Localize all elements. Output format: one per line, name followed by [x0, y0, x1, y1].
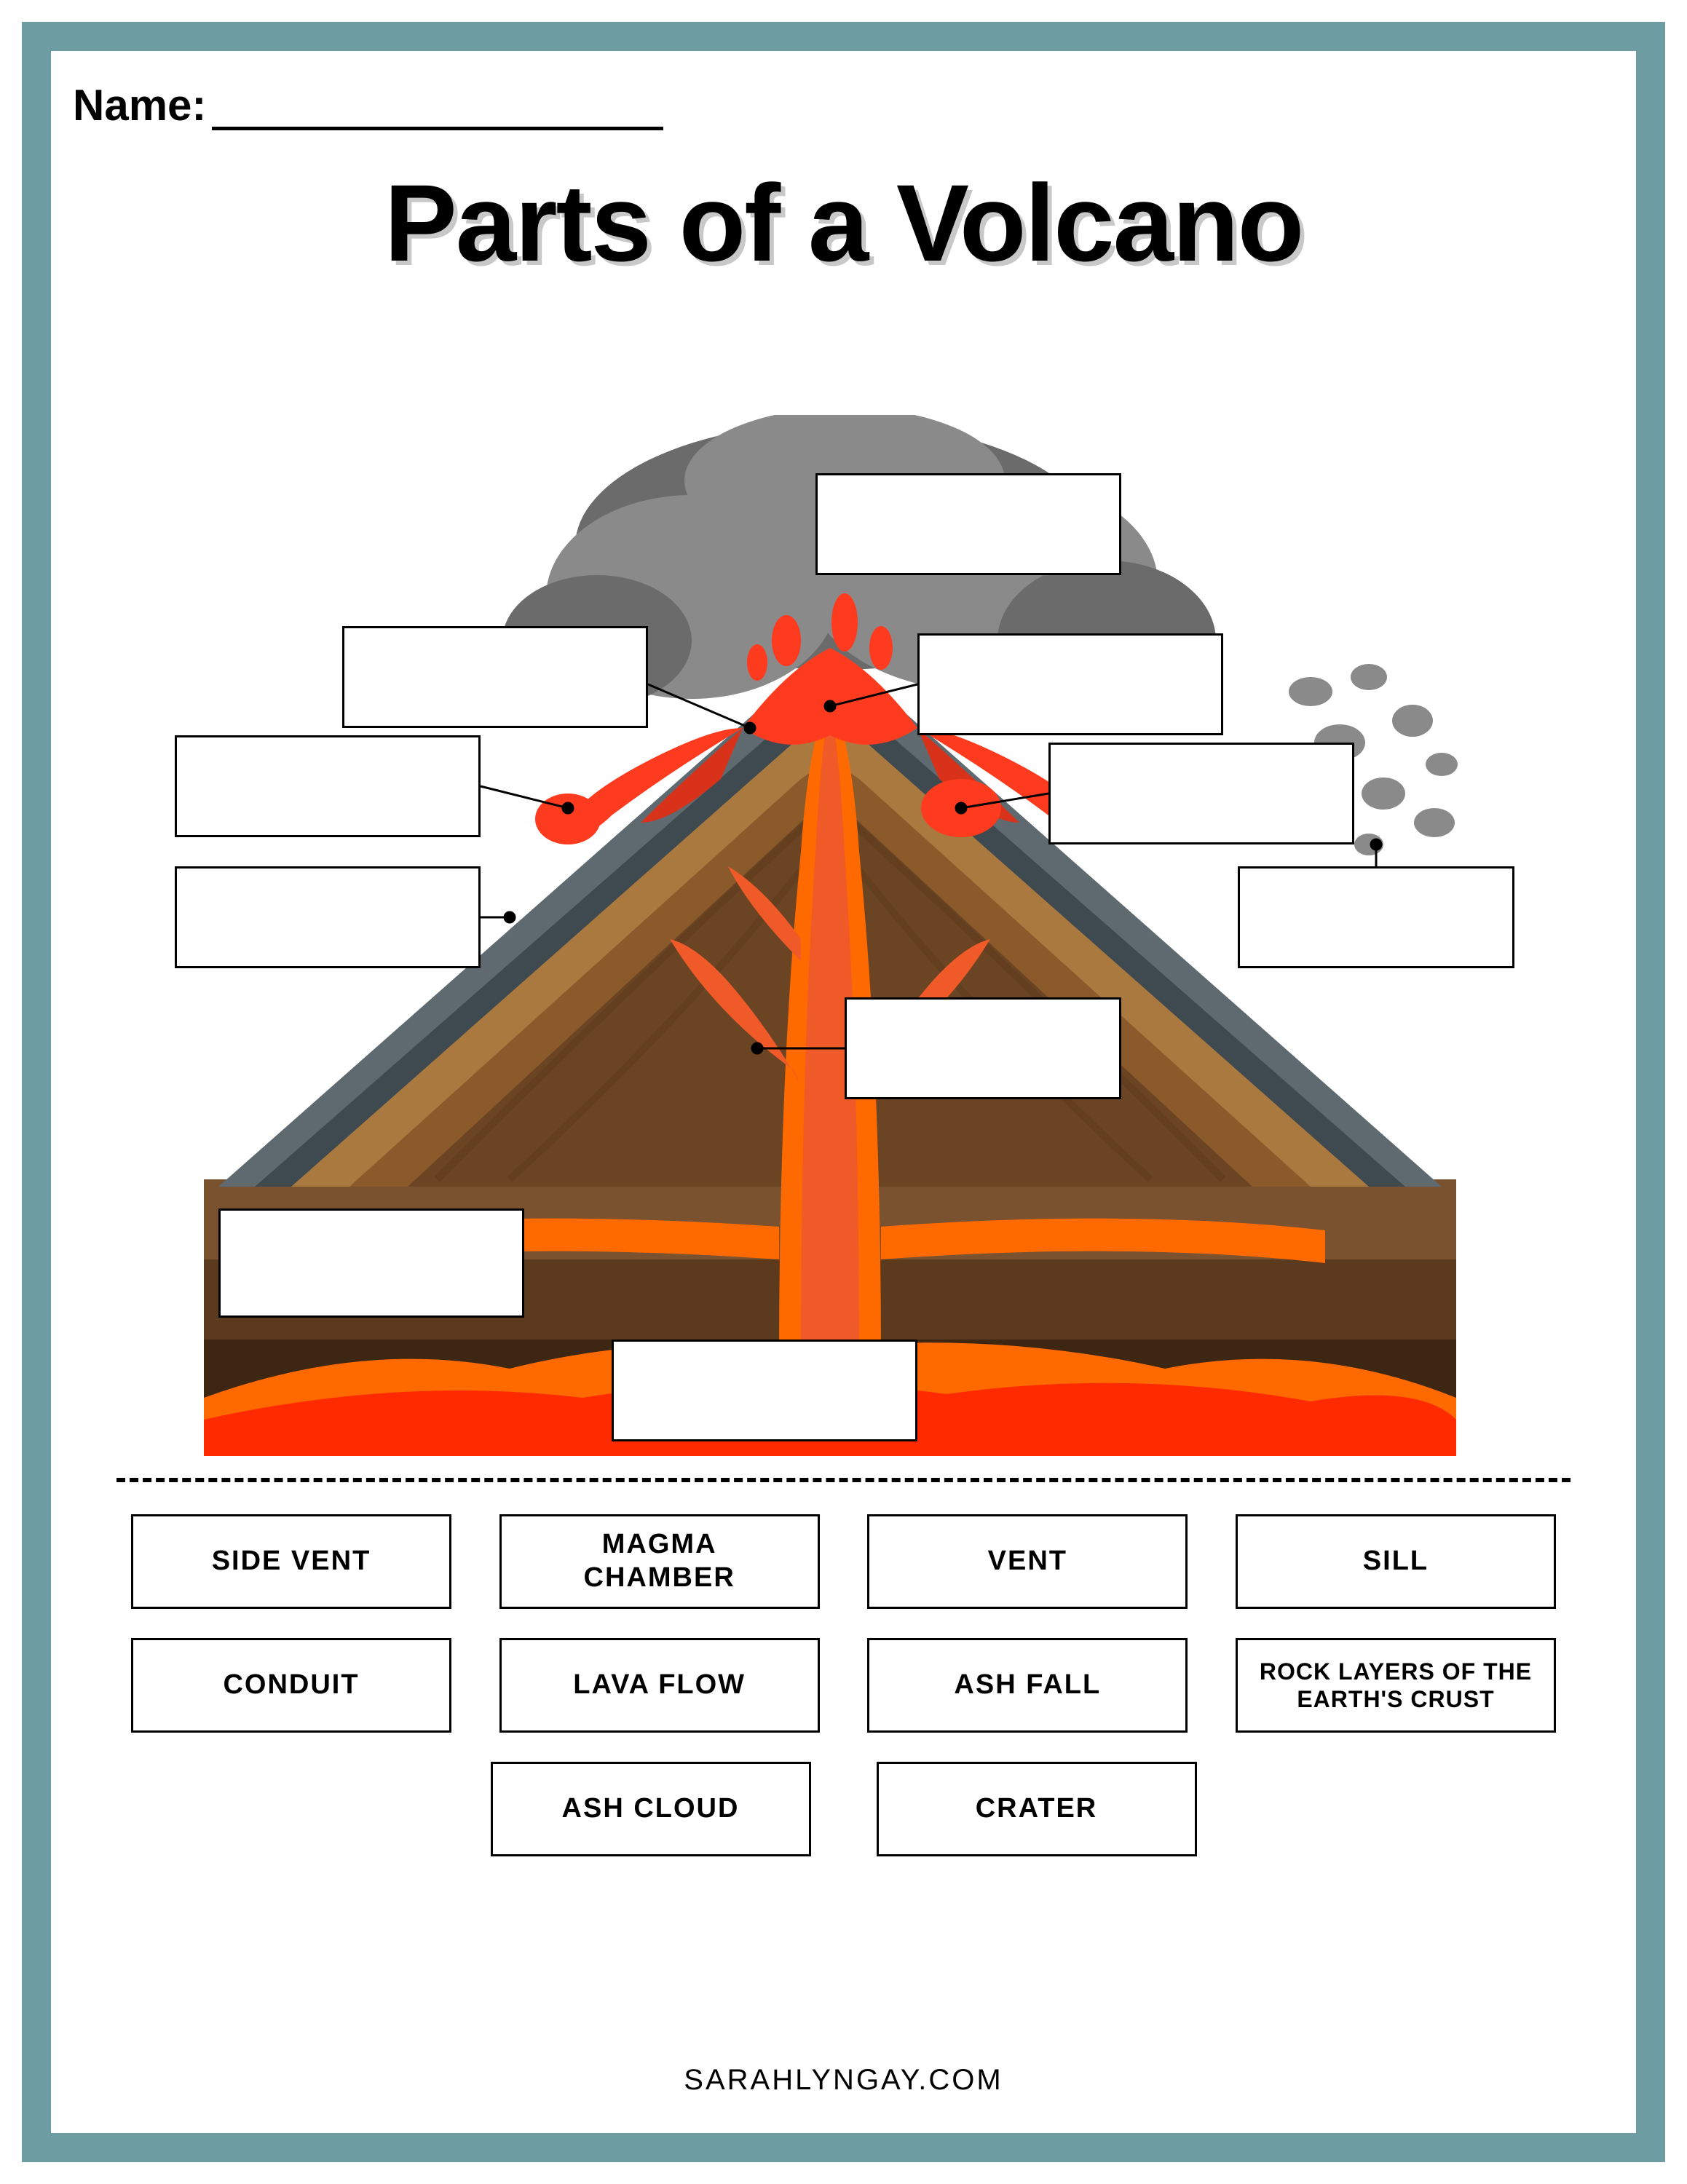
word-bank-row: CONDUIT LAVA FLOW ASH FALL ROCK LAYERS OF T…	[131, 1638, 1556, 1733]
label-box-left-low-box[interactable]	[175, 866, 481, 968]
word-bank-item[interactable]: LAVA FLOW	[499, 1638, 820, 1733]
label-box-sill-box[interactable]	[218, 1208, 524, 1318]
name-label: Name:	[73, 80, 206, 130]
word-bank-row: ASH CLOUD CRATER	[131, 1762, 1556, 1856]
label-box-conduit-box[interactable]	[845, 997, 1121, 1099]
worksheet-content: Name: Parts of a Volcano	[51, 51, 1636, 2133]
label-box-left-mid-box[interactable]	[175, 735, 481, 837]
footer-credit: SARAHLYNGAY.COM	[51, 2064, 1636, 2097]
label-box-upper-left-box[interactable]	[342, 626, 648, 728]
word-bank-item[interactable]: CRATER	[877, 1762, 1197, 1856]
word-bank-item[interactable]: VENT	[867, 1514, 1188, 1609]
name-blank-line[interactable]	[212, 94, 663, 130]
word-bank-item[interactable]: ASH CLOUD	[491, 1762, 811, 1856]
word-bank-item[interactable]: ASH FALL	[867, 1638, 1188, 1733]
word-bank-row: SIDE VENT MAGMACHAMBER VENT SILL	[131, 1514, 1556, 1609]
cut-line	[116, 1478, 1571, 1482]
page-title: Parts of a Volcano	[51, 160, 1636, 286]
label-box-ash-cloud-box[interactable]	[815, 473, 1121, 575]
word-bank-item[interactable]: ROCK LAYERS OF THEEARTH'S CRUST	[1236, 1638, 1556, 1733]
name-field-row: Name:	[73, 80, 663, 130]
word-bank-item[interactable]: SILL	[1236, 1514, 1556, 1609]
word-bank: SIDE VENT MAGMACHAMBER VENT SILL CONDUIT LAVA…	[131, 1514, 1556, 1900]
label-box-vent-box[interactable]	[1048, 743, 1354, 844]
word-bank-item[interactable]: CONDUIT	[131, 1638, 451, 1733]
label-box-ashfall-box[interactable]	[1238, 866, 1514, 968]
label-box-crater-box[interactable]	[917, 633, 1223, 735]
volcano-diagram	[146, 415, 1514, 1456]
word-bank-item[interactable]: SIDE VENT	[131, 1514, 451, 1609]
word-bank-item[interactable]: MAGMACHAMBER	[499, 1514, 820, 1609]
label-box-chamber-box[interactable]	[612, 1340, 917, 1441]
